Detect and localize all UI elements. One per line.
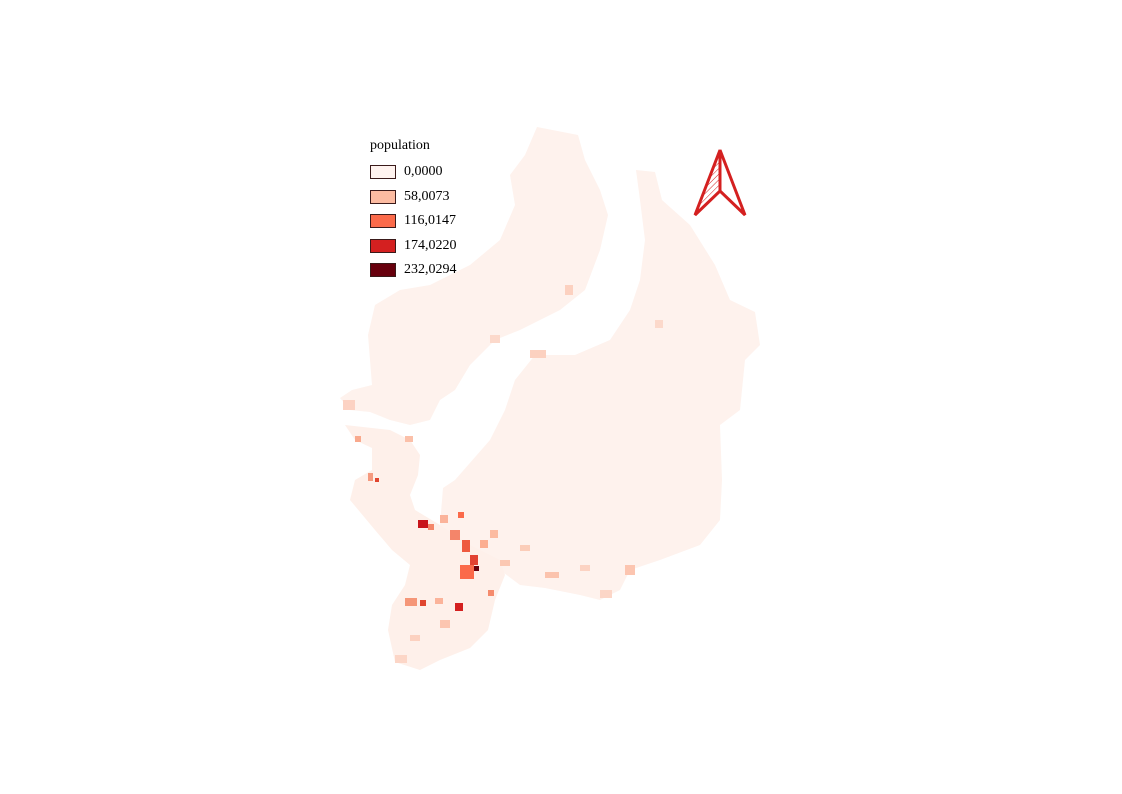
density-cell <box>565 285 573 295</box>
density-cell <box>625 565 635 575</box>
legend-swatch <box>370 238 396 253</box>
legend-title: population <box>370 138 430 153</box>
legend-label: 116,0147 <box>404 213 456 229</box>
region-east <box>440 170 760 600</box>
legend-swatch <box>370 189 396 204</box>
legend-item: 58,0073 <box>370 185 457 210</box>
density-cell <box>368 473 373 481</box>
density-cell <box>458 512 464 518</box>
legend-swatch <box>370 165 396 180</box>
legend-label: 0,0000 <box>404 164 443 180</box>
density-cell <box>405 436 413 442</box>
north-arrow-icon <box>693 149 747 217</box>
density-cell <box>490 530 498 538</box>
density-cell <box>500 560 510 566</box>
legend-label: 232,0294 <box>404 262 457 278</box>
density-cell <box>455 603 463 611</box>
density-cell <box>600 590 612 598</box>
density-cell <box>410 635 420 641</box>
density-cell <box>470 555 478 565</box>
density-cell <box>480 540 488 548</box>
density-cell <box>462 540 470 552</box>
density-cell <box>490 335 500 343</box>
density-cell <box>580 565 590 571</box>
region-northwest <box>340 127 608 425</box>
legend-label: 174,0220 <box>404 237 457 253</box>
land-area <box>340 127 760 670</box>
density-cell <box>355 436 361 442</box>
density-cell <box>440 620 450 628</box>
density-cell <box>420 600 426 606</box>
density-cell <box>343 400 355 410</box>
density-cell <box>520 545 530 551</box>
legend-item: 116,0147 <box>370 209 457 234</box>
density-cell <box>375 478 379 482</box>
population-density-cells <box>343 285 663 663</box>
north-arrow-right-half <box>718 149 747 217</box>
legend-label: 58,0073 <box>404 188 450 204</box>
density-cell <box>395 655 407 663</box>
north-arrow-left-half <box>693 149 722 217</box>
density-cell <box>655 320 663 328</box>
legend-item: 174,0220 <box>370 234 457 259</box>
legend-item: 0,0000 <box>370 160 457 185</box>
density-cell <box>460 565 474 579</box>
legend-swatch <box>370 263 396 278</box>
map-legend: population 0,0000 58,0073 116,0147 174,0… <box>370 138 457 283</box>
density-cell <box>488 590 494 596</box>
density-cell <box>435 598 443 604</box>
density-cell <box>545 572 559 578</box>
density-cell <box>474 566 479 571</box>
legend-swatch <box>370 214 396 229</box>
density-cell <box>405 598 417 606</box>
density-cell <box>428 524 434 530</box>
density-cell <box>440 515 448 523</box>
region-southwest <box>345 425 505 670</box>
density-cell <box>450 530 460 540</box>
legend-item: 232,0294 <box>370 258 457 283</box>
density-cell <box>418 520 428 528</box>
density-cell <box>530 350 546 358</box>
